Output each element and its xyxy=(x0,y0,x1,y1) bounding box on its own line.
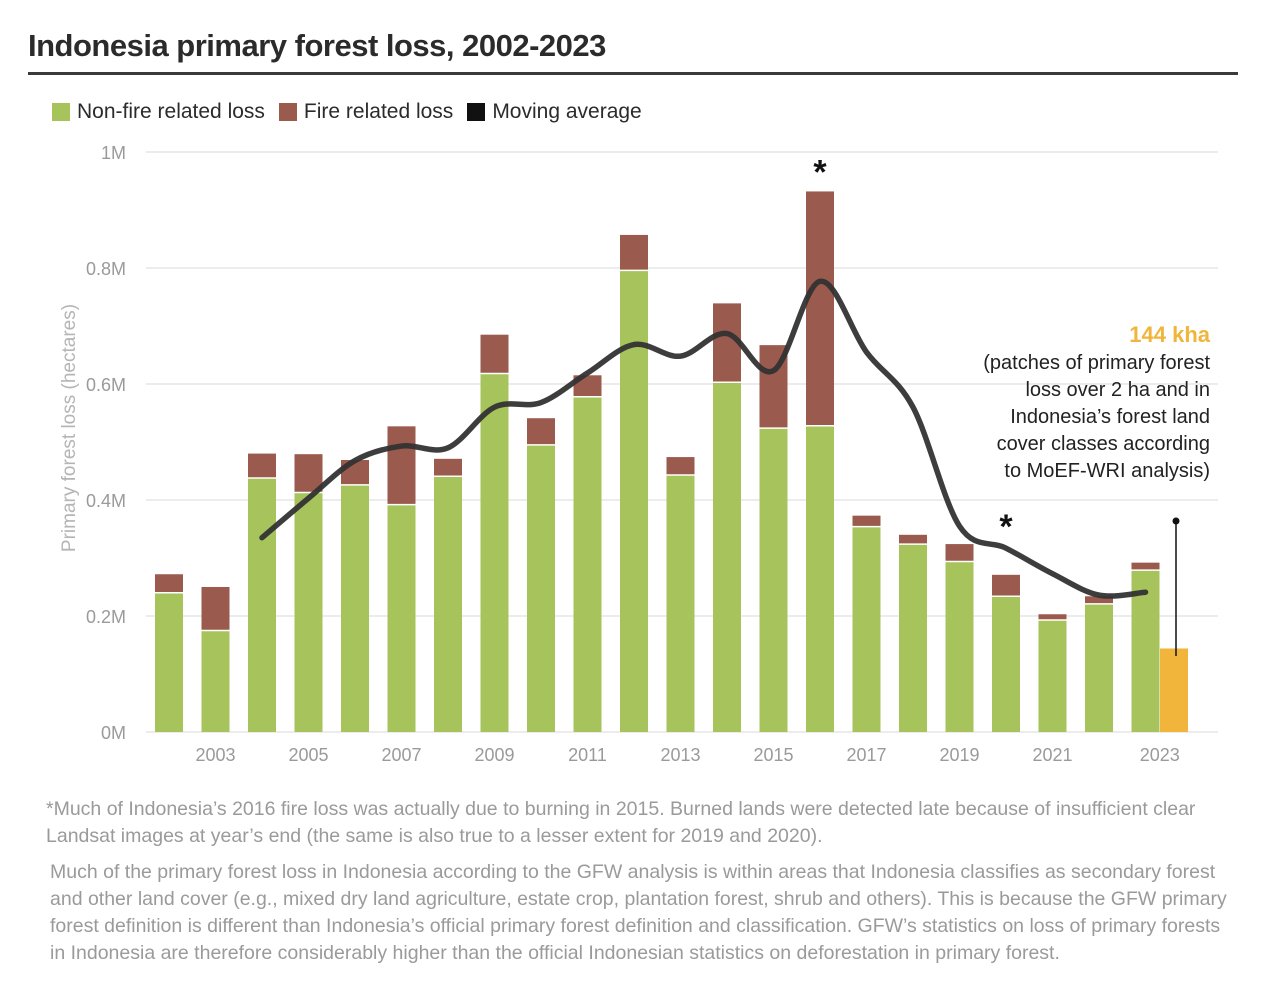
annotation-value: 144 kha xyxy=(1129,322,1210,347)
x-tick-label: 2013 xyxy=(660,745,700,765)
bar-non-fire xyxy=(945,561,974,732)
bar-fire xyxy=(666,457,695,476)
asterisk-marker: * xyxy=(813,153,827,191)
bar-highlight-2023 xyxy=(1160,648,1188,732)
y-tick-label: 0.6M xyxy=(86,375,126,395)
bar-non-fire xyxy=(620,270,648,732)
x-tick-label: 2005 xyxy=(288,745,328,765)
bar-fire xyxy=(620,234,648,271)
y-tick-label: 0M xyxy=(101,723,126,743)
bar-non-fire xyxy=(294,492,323,732)
bar-fire xyxy=(248,453,276,478)
bar-non-fire xyxy=(155,592,183,732)
legend-label-moving-average: Moving average xyxy=(492,100,642,123)
x-tick-label: 2003 xyxy=(195,745,235,765)
bar-non-fire xyxy=(248,477,276,732)
bar-non-fire xyxy=(666,475,695,732)
bar-non-fire xyxy=(806,425,834,732)
bar-non-fire xyxy=(527,444,555,732)
bar-non-fire xyxy=(573,396,602,732)
bar-non-fire xyxy=(1038,620,1067,732)
y-tick-label: 1M xyxy=(101,143,126,163)
bar-fire xyxy=(945,544,974,562)
bar-non-fire xyxy=(480,373,509,732)
legend: Non-fire related loss Fire related loss … xyxy=(52,100,656,124)
legend-swatch-moving-average xyxy=(467,103,486,121)
bar-fire xyxy=(852,515,881,527)
legend-item-fire: Fire related loss xyxy=(278,100,454,124)
bar-non-fire xyxy=(201,630,230,732)
bar-fire xyxy=(1085,596,1113,604)
bar-fire xyxy=(480,334,509,374)
bar-non-fire xyxy=(759,428,788,732)
moving-average-line xyxy=(259,278,1149,599)
legend-item-moving-average: Moving average xyxy=(467,100,642,124)
bar-fire xyxy=(201,587,230,631)
x-tick-label: 2007 xyxy=(381,745,421,765)
bar-fire xyxy=(806,191,834,426)
x-tick-label: 2023 xyxy=(1140,745,1180,765)
bar-non-fire xyxy=(1085,603,1113,732)
bar-non-fire xyxy=(992,596,1020,732)
x-tick-label: 2021 xyxy=(1032,745,1072,765)
title-divider xyxy=(28,72,1238,75)
legend-swatch-fire xyxy=(278,103,297,121)
bar-fire xyxy=(294,454,323,493)
bar-non-fire xyxy=(713,382,741,732)
y-tick-label: 0.8M xyxy=(86,259,126,279)
bar-fire xyxy=(434,458,462,477)
footnote-definition-note: Much of the primary forest loss in Indon… xyxy=(50,861,1227,964)
legend-label-fire: Fire related loss xyxy=(303,100,454,123)
annotation-text: (patches of primary forest loss over 2 h… xyxy=(983,352,1210,482)
bar-non-fire xyxy=(341,484,369,732)
y-axis-label: Primary forest loss (hectares) xyxy=(59,304,80,552)
chart-area: 0M 0.2M 0.4M 0.6M 0.8M 1M Primary forest loss … xyxy=(59,143,1218,765)
x-tick-label: 2015 xyxy=(753,745,793,765)
legend-item-non-fire: Non-fire related loss xyxy=(52,100,265,124)
footnote-fire-note: *Much of Indonesia’s 2016 fire loss was … xyxy=(46,798,1196,847)
bar-fire xyxy=(1038,614,1067,621)
x-tick-label: 2011 xyxy=(568,745,607,765)
bar-non-fire xyxy=(434,476,462,732)
y-tick-label: 0.4M xyxy=(86,491,126,511)
legend-label-non-fire: Non-fire related loss xyxy=(77,100,265,123)
x-tick-label: 2009 xyxy=(474,745,514,765)
legend-swatch-non-fire xyxy=(52,103,70,121)
bar-fire xyxy=(992,574,1020,597)
x-tick-label: 2017 xyxy=(846,745,886,765)
chart-title: Indonesia primary forest loss, 2002-2023 xyxy=(28,28,606,63)
bar-fire xyxy=(527,418,555,445)
bar-fire xyxy=(387,426,416,505)
bar-non-fire xyxy=(387,504,416,732)
bar-non-fire xyxy=(899,544,927,732)
bar-fire xyxy=(899,534,927,545)
x-tick-label: 2019 xyxy=(939,745,979,765)
asterisk-marker: * xyxy=(999,508,1013,546)
bar-fire xyxy=(1131,562,1160,571)
y-tick-label: 0.2M xyxy=(86,607,126,627)
bar-fire xyxy=(155,574,183,593)
bar-non-fire xyxy=(852,526,881,732)
bar-non-fire xyxy=(1131,570,1160,732)
